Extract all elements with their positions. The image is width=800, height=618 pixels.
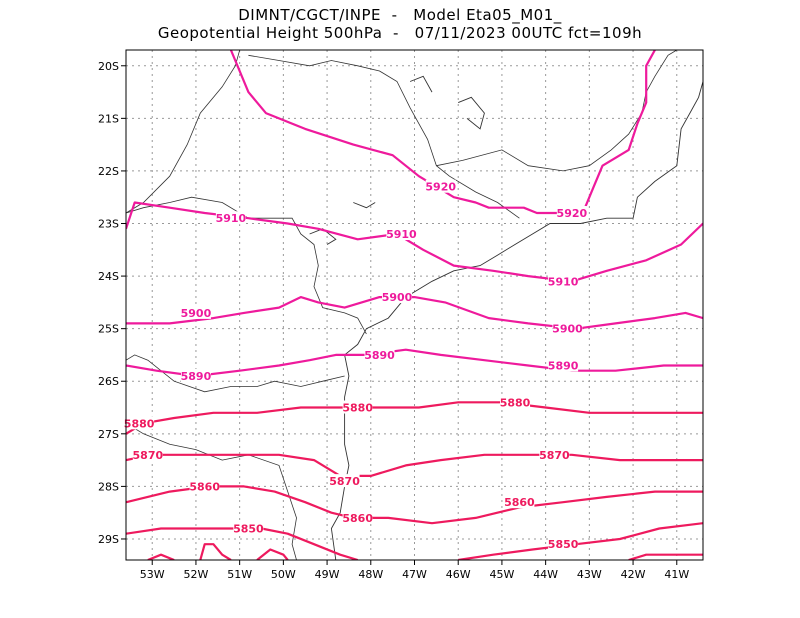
contour-label-5850: 5850 — [548, 538, 579, 551]
contour-label-bg — [548, 537, 579, 551]
lon-tick-label: 49W — [315, 568, 340, 581]
lon-tick-label: 44W — [533, 568, 558, 581]
contour-label-5880: 5880 — [124, 417, 155, 430]
contour-label-bg — [180, 368, 211, 382]
lat-tick-label: 26S — [98, 375, 119, 388]
reservoir-outline — [353, 202, 376, 209]
reservoir-outline — [409, 75, 433, 93]
contour-label-bg — [189, 479, 220, 493]
contour-label-5900: 5900 — [181, 307, 212, 320]
contour-label-bg — [548, 274, 579, 288]
lat-tick-label: 29S — [98, 533, 119, 546]
contour-label-bg — [132, 447, 163, 461]
lat-tick-label: 23S — [98, 218, 119, 231]
contour-label-5910: 5910 — [216, 212, 247, 225]
contour-label-bg — [215, 211, 246, 225]
contour-5840 — [628, 553, 703, 560]
contour-label-5920: 5920 — [425, 181, 456, 194]
lon-tick-label: 42W — [621, 568, 646, 581]
contour-5870 — [126, 453, 703, 477]
contour-label-5920: 5920 — [557, 207, 588, 220]
lat-tick-label: 28S — [98, 480, 119, 493]
lat-tick-label: 27S — [98, 428, 119, 441]
lon-tick-label: 48W — [358, 568, 383, 581]
contour-5910 — [126, 201, 703, 283]
contour-label-bg — [539, 447, 570, 461]
contour-label-bg — [552, 321, 583, 335]
contour-label-5910: 5910 — [548, 275, 579, 288]
contour-label-bg — [329, 474, 360, 488]
contour-label-5890: 5890 — [548, 359, 579, 372]
state-border — [248, 54, 520, 219]
contour-5840 — [256, 548, 289, 560]
state-border — [126, 50, 241, 214]
lon-tick-label: 53W — [140, 568, 165, 581]
contour-label-5900: 5900 — [382, 291, 413, 304]
contour-label-5880: 5880 — [342, 402, 373, 415]
contour-label-5860: 5860 — [504, 496, 535, 509]
contour-5840 — [199, 543, 232, 560]
lat-tick-label: 21S — [98, 112, 119, 125]
lon-tick-label: 45W — [489, 568, 514, 581]
contour-label-5910: 5910 — [386, 228, 417, 241]
map-title-line1: DIMNT/CGCT/INPE - Model Eta05_M01_ — [238, 6, 562, 24]
contour-label-5900: 5900 — [552, 323, 583, 336]
map-title-line2: Geopotential Height 500hPa - 07/11/2023 … — [157, 24, 643, 42]
contour-label-bg — [556, 205, 587, 219]
contour-label-5870: 5870 — [133, 449, 164, 462]
lon-tick-label: 47W — [402, 568, 427, 581]
state-border — [126, 422, 297, 560]
contour-labels: 5920 5920 5910 5910 5910 5900 5900 5900 5890 5890… — [124, 179, 588, 551]
lon-tick-label: 50W — [271, 568, 296, 581]
contour-label-bg — [124, 416, 155, 430]
contour-label-bg — [342, 400, 373, 414]
lat-tick-label: 20S — [98, 60, 119, 73]
contour-5880 — [126, 401, 703, 435]
lat-tick-label: 25S — [98, 323, 119, 336]
contour-label-5890: 5890 — [364, 349, 395, 362]
contour-label-bg — [500, 395, 531, 409]
contour-5840 — [147, 553, 175, 560]
contour-label-bg — [425, 179, 456, 193]
contour-label-5860: 5860 — [189, 480, 220, 493]
contour-label-bg — [382, 290, 413, 304]
contour-label-bg — [548, 358, 579, 372]
contour-label-5870: 5870 — [329, 475, 360, 488]
contour-label-5890: 5890 — [181, 370, 212, 383]
contour-label-bg — [233, 521, 264, 535]
lat-tick-label: 24S — [98, 270, 119, 283]
axis-ticks: 53W 52W 51W 50W 49W 48W 47W 46W 45W 44W 43W 42W 41W 2… — [98, 60, 689, 581]
contour-5920 — [229, 50, 656, 215]
reservoir-outline — [458, 96, 485, 130]
lon-tick-label: 41W — [664, 568, 689, 581]
contour-label-bg — [342, 510, 373, 524]
contour-label-5870: 5870 — [539, 449, 570, 462]
lat-tick-label: 22S — [98, 165, 119, 178]
lon-tick-label: 51W — [227, 568, 252, 581]
lon-tick-label: 52W — [184, 568, 209, 581]
contour-5900 — [126, 296, 703, 330]
reservoir-outline — [309, 228, 337, 245]
contour-label-5880: 5880 — [500, 396, 531, 409]
lon-tick-label: 43W — [577, 568, 602, 581]
contour-label-bg — [504, 495, 535, 509]
graticule — [126, 50, 703, 560]
contour-label-5850: 5850 — [233, 522, 264, 535]
state-border — [641, 50, 678, 114]
lon-tick-label: 46W — [446, 568, 471, 581]
contour-label-bg — [364, 347, 395, 361]
contour-label-5860: 5860 — [342, 512, 373, 525]
state-border — [126, 354, 345, 393]
state-border — [436, 112, 643, 172]
contour-label-bg — [180, 305, 211, 319]
contour-label-bg — [386, 227, 417, 241]
